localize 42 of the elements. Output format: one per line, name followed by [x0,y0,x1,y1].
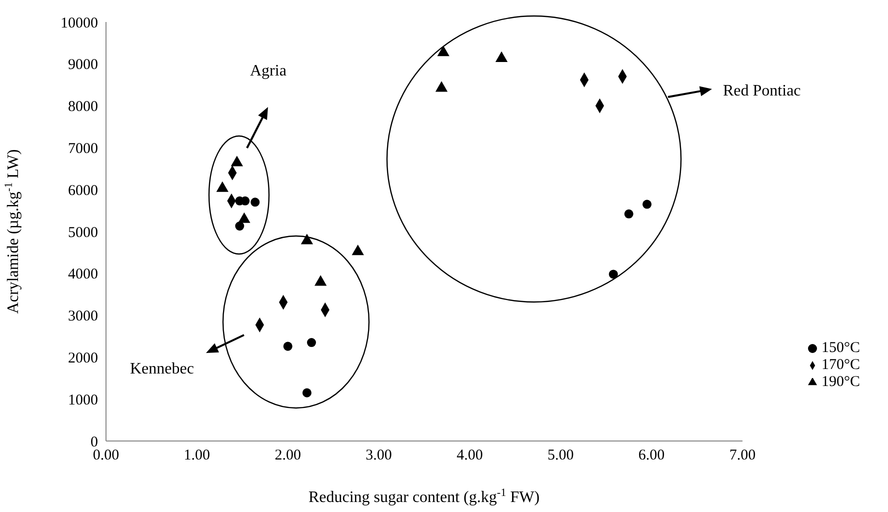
point [435,81,448,92]
legend-label: 170°C [821,357,860,373]
x-tick-label: 2.00 [274,448,301,464]
x-tick-label: 1.00 [184,448,210,464]
point [352,244,364,256]
x-axis-title: Reducing sugar content (g.kg$^{-1}$ FW) [308,487,540,506]
x-tick-label: 0.00 [92,448,120,464]
y-tick-label: 2000 [68,350,98,367]
point [283,342,292,351]
point [495,51,508,62]
x-tick-label: 3.00 [366,448,392,464]
point [230,156,244,166]
point [437,46,450,56]
point [642,200,652,209]
annotation: Red Pontiac [723,82,801,100]
x-tick-label: 6.00 [638,448,665,464]
point [216,181,228,192]
legend-label: 190°C [821,374,860,390]
x-tick-label: 7.00 [729,448,756,464]
legend-label: 150°C [821,340,860,356]
y-tick-label: 1000 [68,392,98,408]
y-tick-label: 9000 [68,57,98,74]
y-tick-label: 6000 [68,182,98,199]
y-tick-label: 8000 [68,99,98,116]
annotation: Kennebec [130,360,194,378]
point [250,198,260,207]
y-tick-label: 4000 [68,266,98,283]
point [235,222,244,231]
y-tick-label: 7000 [68,141,98,158]
y-tick-label: 3000 [68,308,98,325]
y-tick-label: 10000 [60,15,98,32]
point [314,275,327,286]
y-tick-label: 0 [90,434,98,450]
point [608,270,618,279]
annotation: Agria [250,62,286,80]
point [306,338,316,348]
y-tick-label: 5000 [68,224,98,241]
x-tick-label: 4.00 [456,448,483,464]
point [302,388,312,398]
x-tick-label: 5.00 [548,448,574,464]
point [624,209,634,218]
point [238,212,250,223]
